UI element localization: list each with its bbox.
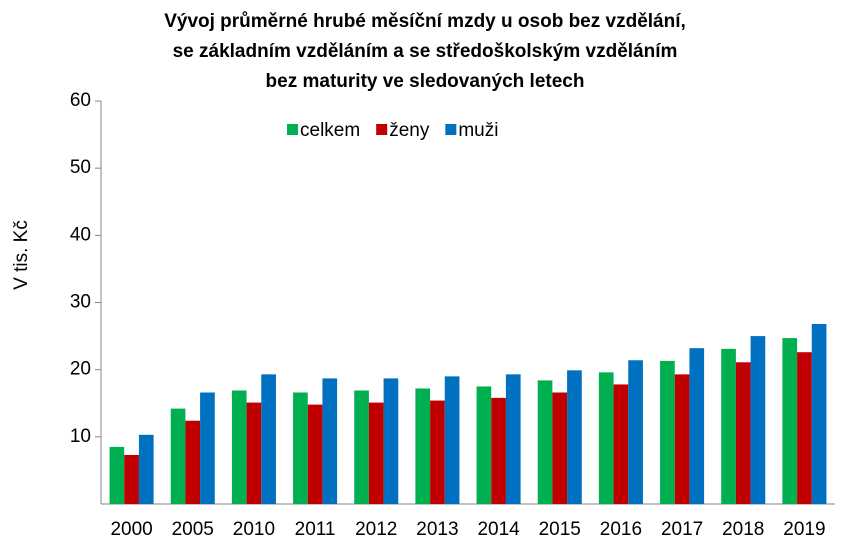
x-tick-label: 2015	[539, 519, 581, 540]
bar	[721, 348, 736, 504]
bar	[293, 392, 308, 504]
x-tick-label: 2013	[416, 519, 458, 540]
bar	[138, 434, 154, 504]
legend-swatch	[287, 124, 298, 135]
bar	[354, 390, 369, 504]
bar	[368, 402, 384, 504]
bar	[322, 378, 338, 504]
legend-swatch	[445, 124, 457, 135]
bar	[735, 362, 751, 504]
legend-label: muži	[458, 120, 498, 141]
bar	[811, 323, 827, 504]
y-tick-label: 30	[70, 292, 91, 313]
chart-title: se základním vzděláním a se středoškolsk…	[173, 41, 678, 62]
bar	[689, 348, 705, 504]
chart-title: Vývoj průměrné hrubé měsíční mzdy u osob…	[164, 11, 686, 32]
x-tick-label: 2005	[172, 519, 214, 540]
bar	[383, 378, 399, 504]
bar	[674, 374, 690, 504]
bar	[307, 404, 323, 504]
y-tick-label: 20	[70, 359, 91, 380]
bar	[782, 338, 798, 504]
bar	[491, 397, 506, 504]
bar	[613, 384, 629, 504]
bar	[444, 376, 460, 504]
y-tick-label: 40	[70, 224, 91, 245]
bar	[200, 392, 215, 504]
x-tick-label: 2017	[661, 519, 703, 540]
bar	[170, 408, 186, 504]
bar	[261, 374, 276, 504]
bar	[231, 390, 247, 504]
y-axis-label: V tis. Kč	[11, 220, 32, 290]
y-tick-label: 60	[70, 90, 91, 111]
bar	[598, 372, 614, 504]
bar	[109, 446, 125, 504]
bar	[628, 360, 643, 504]
x-tick-label: 2000	[110, 519, 152, 540]
x-tick-label: 2018	[722, 519, 764, 540]
bar	[415, 388, 431, 504]
y-tick-label: 10	[70, 426, 91, 447]
x-tick-label: 2012	[355, 519, 397, 540]
x-tick-label: 2010	[233, 519, 275, 540]
bar	[476, 386, 492, 504]
bar	[246, 402, 262, 504]
legend-swatch	[376, 124, 388, 135]
bar	[750, 336, 766, 504]
x-tick-label: 2014	[477, 519, 520, 540]
chart-title: bez maturity ve sledovaných letech	[266, 71, 585, 92]
bar	[552, 392, 568, 504]
x-tick-label: 2016	[600, 519, 642, 540]
x-tick-label: 2019	[783, 519, 825, 540]
bar	[567, 370, 582, 504]
bar	[430, 400, 445, 504]
bar	[537, 380, 553, 504]
bar	[124, 454, 139, 504]
bar	[185, 420, 201, 504]
legend-label: celkem	[300, 120, 360, 141]
x-tick-label: 2011	[295, 519, 336, 540]
bar	[797, 352, 812, 504]
y-tick-label: 50	[70, 157, 91, 178]
legend-label: ženy	[389, 120, 430, 141]
bar	[660, 360, 675, 504]
bar	[505, 374, 521, 504]
